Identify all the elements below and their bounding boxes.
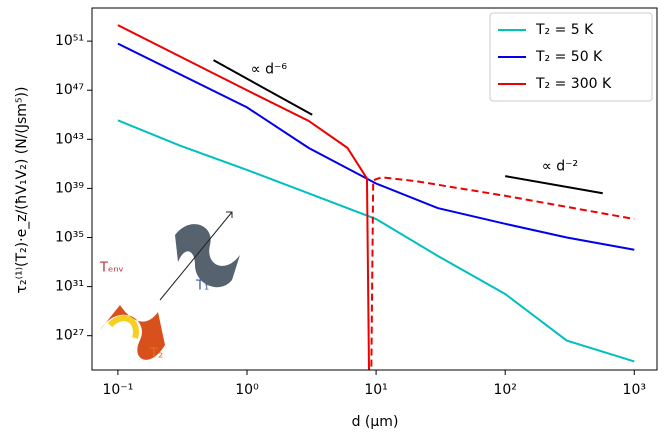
annotation-text: ∝ d⁻² <box>542 159 578 175</box>
y-tick-label: 10⁴³ <box>55 131 84 147</box>
legend-label: T₂ = 300 K <box>535 76 612 92</box>
y-tick-label: 10⁴⁷ <box>55 82 84 98</box>
legend-box <box>489 12 653 102</box>
annotation-line <box>212 59 313 116</box>
series-line <box>117 42 635 251</box>
x-tick-label: 10¹ <box>364 382 387 398</box>
x-tick-label: 10⁻¹ <box>102 382 133 398</box>
annotation-text: ∝ d⁻⁶ <box>251 61 288 77</box>
y-tick-label: 10²⁷ <box>55 328 84 344</box>
y-axis-label: τ₂⁽¹⁾(T₂)·e_z/(ħV₁V₂) (N/(Jsm⁵)) <box>14 87 30 294</box>
y-tick-label: 10⁵¹ <box>55 33 84 49</box>
x-tick-label: 10⁰ <box>235 382 259 398</box>
illustration-label: T₁ <box>195 279 209 294</box>
illustration <box>100 211 240 360</box>
legend-label: T₂ = 50 K <box>535 49 603 65</box>
plot-frame <box>91 7 658 371</box>
series-line <box>370 176 635 370</box>
series-line <box>117 24 371 370</box>
x-tick-label: 10³ <box>623 382 646 398</box>
y-tick-label: 10³¹ <box>55 279 84 295</box>
annotation-line <box>505 175 603 195</box>
x-tick-label: 10² <box>493 382 516 398</box>
x-axis-label: d (μm) <box>352 414 399 430</box>
illustration-label: T₂ <box>149 347 163 362</box>
series-line <box>117 119 635 363</box>
legend-label: T₂ = 5 K <box>535 22 594 38</box>
plot-lines <box>117 24 635 370</box>
y-tick-label: 10³⁹ <box>55 180 84 196</box>
y-tick-label: 10³⁵ <box>55 229 84 245</box>
illustration-label: Tₑₙᵥ <box>99 261 124 276</box>
